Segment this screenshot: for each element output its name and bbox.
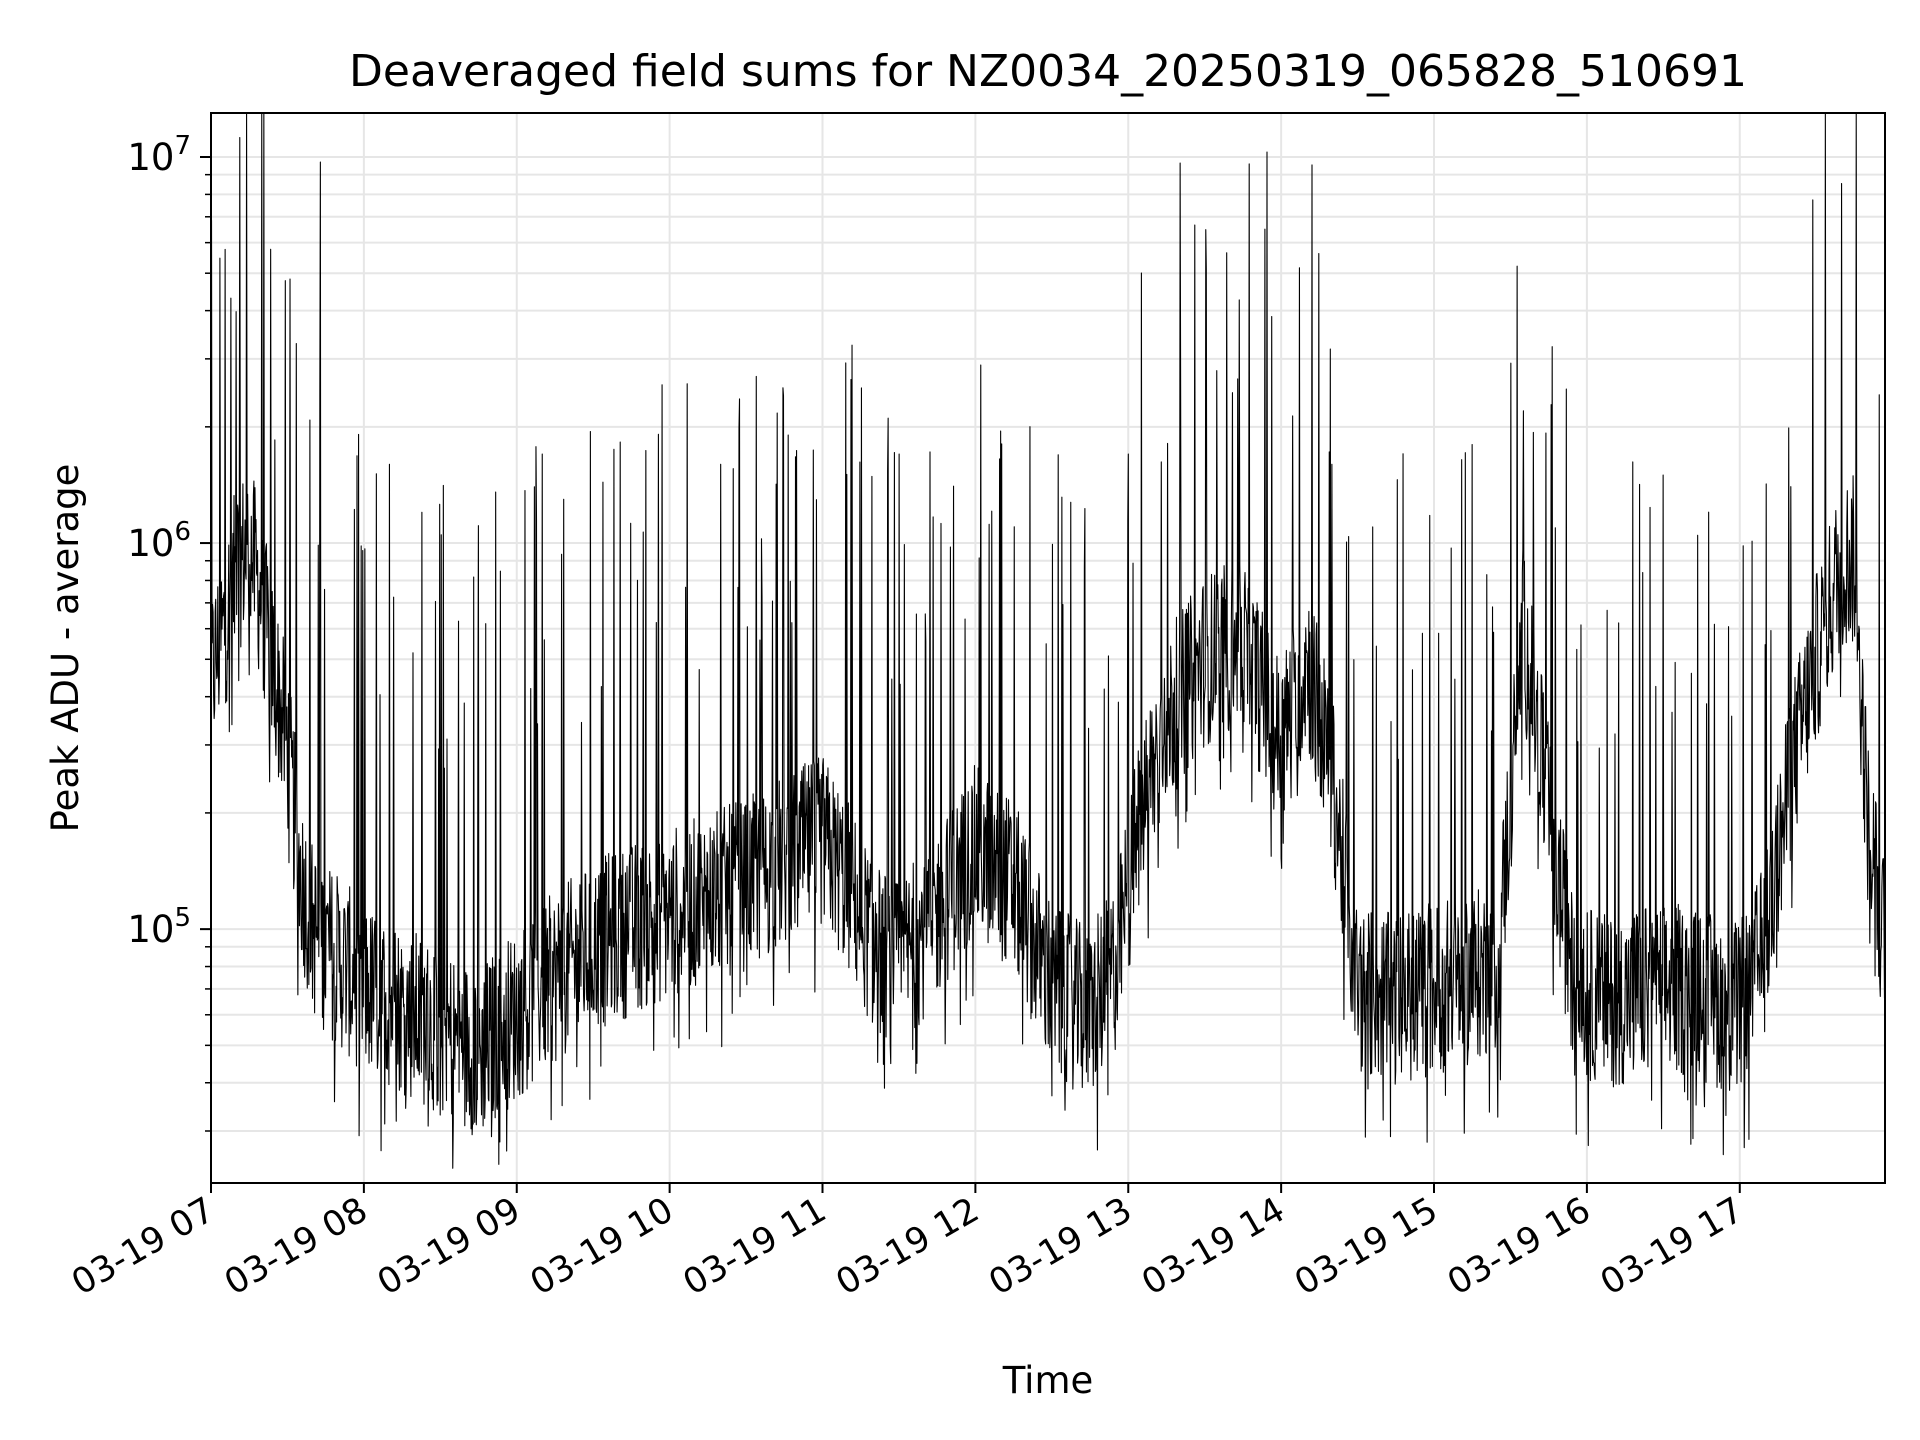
data-line bbox=[210, 112, 1886, 1169]
plot-area-frame bbox=[210, 112, 1886, 1184]
y-tick-label: 107 bbox=[127, 131, 191, 179]
y-tick-label: 105 bbox=[127, 903, 191, 951]
y-axis-ticks: 105 106 107 bbox=[127, 131, 211, 1132]
y-axis-label: Peak ADU - average bbox=[44, 464, 87, 833]
chart-title: Deaveraged field sums for NZ0034_2025031… bbox=[349, 46, 1747, 97]
series-line bbox=[210, 112, 1886, 1169]
y-tick-label: 106 bbox=[127, 517, 191, 565]
x-axis-label: Time bbox=[1002, 1359, 1094, 1402]
